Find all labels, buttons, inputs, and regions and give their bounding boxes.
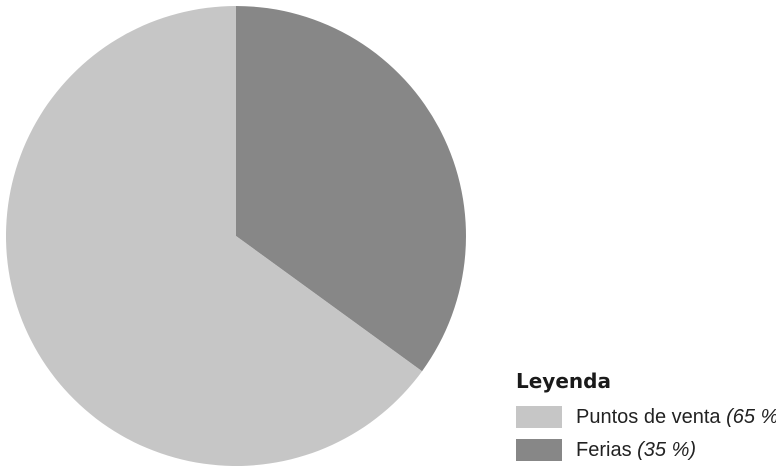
- legend: Leyenda Puntos de venta (65 %) Ferias (3…: [516, 368, 776, 470]
- legend-percent-ferias: (35 %): [637, 438, 697, 461]
- pie-slice-puntos-de-venta: [5, 6, 423, 466]
- legend-label-puntos-de-venta: Puntos de venta (65 %): [576, 406, 776, 429]
- legend-swatch-ferias: [516, 439, 562, 461]
- legend-item-ferias: Ferias (35 %): [516, 437, 774, 463]
- pie-slice-ferias: [236, 6, 466, 372]
- legend-item-puntos-de-venta: Puntos de venta (65 %): [516, 404, 776, 430]
- legend-title: Leyenda: [516, 369, 611, 393]
- legend-label-ferias: Ferias (35 %): [576, 438, 697, 461]
- legend-swatch-puntos-de-venta: [516, 406, 562, 428]
- legend-percent-puntos-de-venta: (65 %): [726, 405, 776, 428]
